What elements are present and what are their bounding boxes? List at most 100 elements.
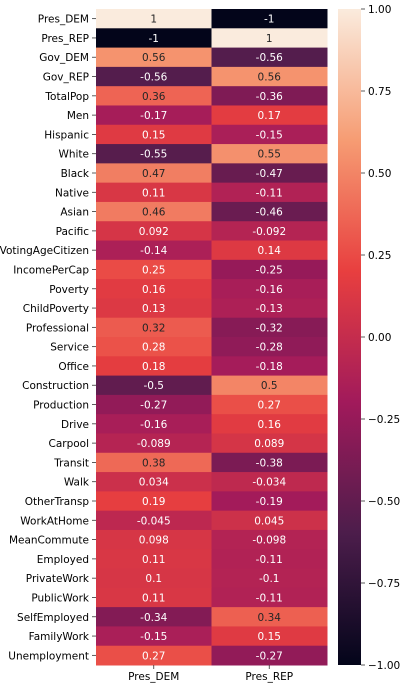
heatmap-cell-unemployment-pres-dem [96, 645, 212, 666]
colorbar-tick-label: −0.25 [368, 414, 400, 426]
cell-value-label: -0.11 [256, 554, 283, 566]
cell-value-label: -0.19 [256, 496, 283, 508]
cell-value-label: 0.16 [142, 284, 166, 296]
cell-value-label: -0.28 [256, 342, 283, 354]
heatmap-cell-hispanic-pres-dem [96, 124, 212, 145]
row-label-walk: Walk [64, 477, 90, 489]
heatmap-cell-transit-pres-dem [96, 452, 212, 473]
cell-value-label: 0.32 [142, 322, 165, 334]
heatmap-cell-employed-pres-dem [96, 549, 212, 570]
heatmap-cell-poverty-pres-rep [211, 279, 328, 299]
cell-value-label: -0.25 [256, 264, 283, 276]
colorbar-tick-label: 0.25 [368, 250, 391, 262]
cell-value-label: -0.32 [256, 322, 283, 334]
row-tick-labels: Pres_DEM Pres_REP Gov_DEM Gov_REP TotalPop Me… [0, 14, 96, 662]
heatmap-cell-walk-pres-rep [211, 472, 328, 492]
heatmap-cell-pres-dem-pres-dem [96, 9, 212, 29]
heatmap-cell-men-pres-rep [211, 105, 328, 126]
row-label-workathome: WorkAtHome [20, 515, 89, 527]
cell-value-label: 0.15 [258, 631, 281, 643]
heatmap-cell-votingagecitizen-pres-dem [96, 240, 212, 261]
cell-value-label: 0.25 [142, 264, 165, 276]
heatmap-cell-carpool-pres-dem [96, 433, 212, 454]
cell-value-label: 0.13 [142, 303, 165, 315]
cell-value-label: -0.27 [140, 400, 167, 412]
heatmap-cell-construction-pres-rep [211, 375, 328, 396]
cell-value-label: 0.16 [258, 419, 282, 431]
colorbar-tick-label: 0.50 [368, 168, 391, 180]
cell-value-label: 0.27 [142, 650, 165, 662]
cell-value-label: 0.098 [139, 535, 169, 547]
heatmap-cell-totalpop-pres-rep [211, 86, 328, 106]
cell-value-label: 0.11 [142, 592, 165, 604]
colorbar-gradient [338, 9, 361, 665]
column-label-pres-rep: Pres_REP [245, 671, 293, 683]
heatmap-cell-hispanic-pres-rep [211, 124, 328, 145]
cell-value-label: 1 [150, 14, 157, 26]
row-label-asian: Asian [60, 207, 89, 219]
row-label-pres-dem: Pres_DEM [38, 14, 89, 26]
row-label-totalpop: TotalPop [44, 91, 89, 103]
cell-value-label: 0.11 [142, 554, 165, 566]
cell-value-label: -0.092 [252, 226, 286, 238]
cell-value-label: 0.11 [142, 187, 165, 199]
cell-value-label: 0.27 [258, 400, 281, 412]
colorbar-tick-label: −0.75 [368, 578, 400, 590]
cell-value-label: 0.17 [258, 110, 281, 122]
row-label-meancommute: MeanCommute [9, 535, 89, 547]
cell-value-label: 0.38 [142, 457, 165, 469]
row-label-drive: Drive [61, 419, 89, 431]
heatmap-cell-selfemployed-pres-dem [96, 607, 212, 627]
row-label-publicwork: PublicWork [31, 592, 90, 604]
heatmap-cell-workathome-pres-rep [211, 510, 328, 531]
cell-value-label: 0.55 [258, 149, 281, 161]
heatmap-cell-privatework-pres-dem [96, 568, 212, 589]
heatmap-cell-familywork-pres-dem [96, 626, 212, 647]
row-label-native: Native [55, 187, 89, 199]
heatmap-cell-pres-dem-pres-rep [211, 9, 328, 29]
cell-value-label: -0.34 [140, 612, 167, 624]
heatmap-cell-gov-dem-pres-rep [211, 47, 328, 68]
heatmap-cell-black-pres-dem [96, 163, 212, 184]
cell-value-label: -0.098 [252, 535, 286, 547]
heatmap-cell-othertransp-pres-dem [96, 491, 212, 512]
cell-value-label: -0.47 [256, 168, 283, 180]
row-label-gov-rep: Gov_REP [43, 72, 89, 84]
heatmap-cell-gov-rep-pres-dem [96, 66, 212, 87]
cell-value-label: -1 [264, 14, 274, 26]
cell-value-label: 0.5 [261, 380, 278, 392]
cell-value-label: -0.034 [252, 477, 286, 489]
heatmap-cell-gov-rep-pres-rep [211, 66, 328, 87]
heatmap-cell-unemployment-pres-rep [211, 645, 328, 666]
heatmap-cell-pacific-pres-rep [211, 221, 328, 242]
heatmap-cell-selfemployed-pres-rep [211, 607, 328, 627]
cell-value-label: 1 [266, 33, 273, 45]
heatmap-cell-totalpop-pres-dem [96, 86, 212, 106]
colorbar-tick-label: −1.00 [368, 660, 400, 672]
heatmap-cell-incomepercap-pres-rep [211, 259, 328, 280]
heatmap-cell-white-pres-dem [96, 144, 212, 164]
colorbar-tick-label: 0.00 [368, 332, 391, 344]
heatmap-cell-pres-rep-pres-dem [96, 28, 212, 49]
heatmap-cell-production-pres-rep [211, 394, 328, 415]
heatmap-cell-carpool-pres-rep [211, 433, 328, 454]
row-label-production: Production [33, 400, 89, 412]
row-label-familywork: FamilyWork [29, 631, 90, 643]
heatmap-cell-service-pres-rep [211, 337, 328, 357]
heatmap-cell-service-pres-dem [96, 337, 212, 357]
row-label-carpool: Carpool [48, 438, 89, 450]
row-label-professional: Professional [26, 322, 89, 334]
cell-value-label: -0.27 [256, 650, 283, 662]
heatmap-cell-construction-pres-dem [96, 375, 212, 396]
heatmap-cell-poverty-pres-dem [96, 279, 212, 299]
row-label-service: Service [50, 342, 89, 354]
cell-value-label: 0.034 [139, 477, 169, 489]
heatmap-cell-privatework-pres-rep [211, 568, 328, 589]
heatmap-cell-asian-pres-rep [211, 201, 328, 222]
heatmap-cell-meancommute-pres-dem [96, 529, 212, 550]
heatmap-cell-publicwork-pres-dem [96, 587, 212, 608]
heatmap-cell-white-pres-rep [211, 144, 328, 164]
colorbar: 1.00 0.75 0.50 0.25 0.00 −0.25 −0.50 −0.75 −1.00 [338, 4, 400, 672]
cell-value-label: -0.11 [256, 187, 283, 199]
cell-value-label: -0.55 [140, 149, 167, 161]
